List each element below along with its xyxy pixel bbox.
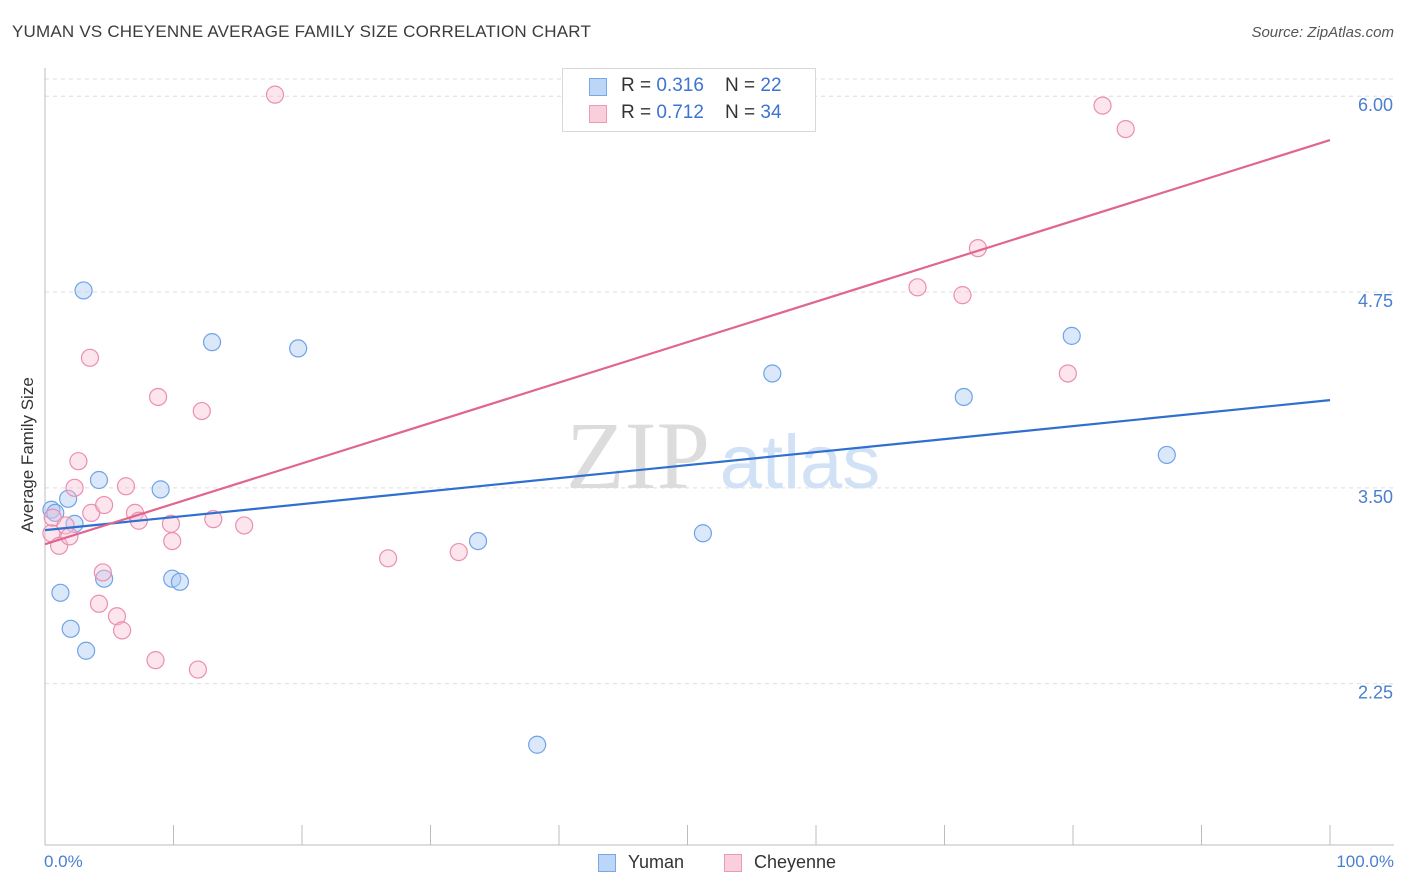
y-tick-label: 3.50 xyxy=(1358,487,1393,507)
y-tick-label: 6.00 xyxy=(1358,95,1393,115)
watermark-atlas: atlas xyxy=(720,420,881,505)
trend-lines xyxy=(44,139,1331,546)
cheyenne-trend-line xyxy=(44,139,1331,546)
cheyenne-point xyxy=(235,516,254,535)
watermark: ZIP atlas xyxy=(566,402,880,509)
stats-legend: R = 0.316 N = 22 R = 0.712 N = 34 xyxy=(562,68,816,132)
axes xyxy=(44,68,1394,846)
yuman-point xyxy=(170,572,190,591)
yuman-swatch xyxy=(589,78,607,96)
cheyenne-point xyxy=(148,387,168,407)
legend-n-value: 34 xyxy=(760,102,782,123)
cheyenne-point xyxy=(163,531,182,551)
cheyenne-point xyxy=(93,563,112,582)
y-tick-label: 4.75 xyxy=(1358,291,1393,311)
cheyenne-point xyxy=(1058,364,1077,383)
legend-r-label: R = xyxy=(621,102,657,123)
yuman-legend-swatch xyxy=(598,854,616,872)
legend-r-value: 0.316 xyxy=(656,75,704,96)
grid-lines xyxy=(45,78,1394,685)
source-label: Source: ZipAtlas.com xyxy=(1251,24,1394,41)
cheyenne-point xyxy=(69,452,88,471)
cheyenne-point xyxy=(265,85,285,104)
data-points xyxy=(42,85,1176,754)
yuman-point xyxy=(468,531,488,551)
cheyenne-point xyxy=(112,621,132,640)
yuman-point xyxy=(46,503,65,522)
cheyenne-legend-label: Cheyenne xyxy=(754,852,837,872)
yuman-legend-label: Yuman xyxy=(628,852,685,872)
yuman-point xyxy=(1157,445,1176,465)
cheyenne-swatch xyxy=(589,105,607,123)
legend-r-value: 0.712 xyxy=(656,102,704,123)
legend-n-label: N = xyxy=(725,102,761,123)
cheyenne-point xyxy=(953,286,972,305)
cheyenne-point xyxy=(95,495,114,515)
yuman-point xyxy=(289,339,308,358)
cheyenne-point xyxy=(116,477,136,496)
cheyenne-point xyxy=(146,651,165,670)
yuman-point xyxy=(1062,326,1081,345)
yuman-point xyxy=(151,480,170,499)
cheyenne-point xyxy=(56,516,75,535)
yuman-point xyxy=(202,333,222,352)
chart-title: YUMAN VS CHEYENNE AVERAGE FAMILY SIZE CO… xyxy=(12,22,592,41)
yuman-point xyxy=(51,583,70,602)
legend-r-label: R = xyxy=(621,75,657,96)
watermark-zip: ZIP xyxy=(566,402,710,509)
cheyenne-point xyxy=(89,594,109,613)
cheyenne-point xyxy=(107,607,127,626)
y-tick-labels: 2.25 3.50 4.75 6.00 xyxy=(1358,95,1393,702)
yuman-trend-line xyxy=(44,399,1331,532)
yuman-point xyxy=(89,470,109,490)
cheyenne-point xyxy=(65,478,84,497)
cheyenne-point xyxy=(908,278,927,297)
cheyenne-point xyxy=(192,401,211,421)
x-tick-min: 0.0% xyxy=(44,852,83,871)
cheyenne-point xyxy=(204,510,223,529)
cheyenne-point xyxy=(1093,96,1112,115)
yuman-point xyxy=(763,364,782,383)
yuman-point xyxy=(693,524,713,543)
x-tick-max: 100.0% xyxy=(1336,852,1394,871)
yuman-point xyxy=(954,387,973,407)
yuman-point xyxy=(74,281,93,300)
yuman-point xyxy=(528,735,547,754)
cheyenne-point xyxy=(378,549,398,568)
legend-n-value: 22 xyxy=(760,75,782,96)
yuman-point xyxy=(59,489,78,508)
yuman-point xyxy=(77,641,96,660)
cheyenne-point xyxy=(188,660,208,679)
cheyenne-legend-swatch xyxy=(724,854,742,872)
cheyenne-point xyxy=(80,348,100,367)
y-tick-label: 2.25 xyxy=(1358,683,1393,703)
yuman-point xyxy=(95,569,114,588)
cheyenne-point xyxy=(1116,119,1135,139)
cheyenne-point xyxy=(449,542,468,562)
y-axis-label: Average Family Size xyxy=(18,377,37,533)
legend-n-label: N = xyxy=(725,75,761,96)
yuman-point xyxy=(61,619,80,638)
